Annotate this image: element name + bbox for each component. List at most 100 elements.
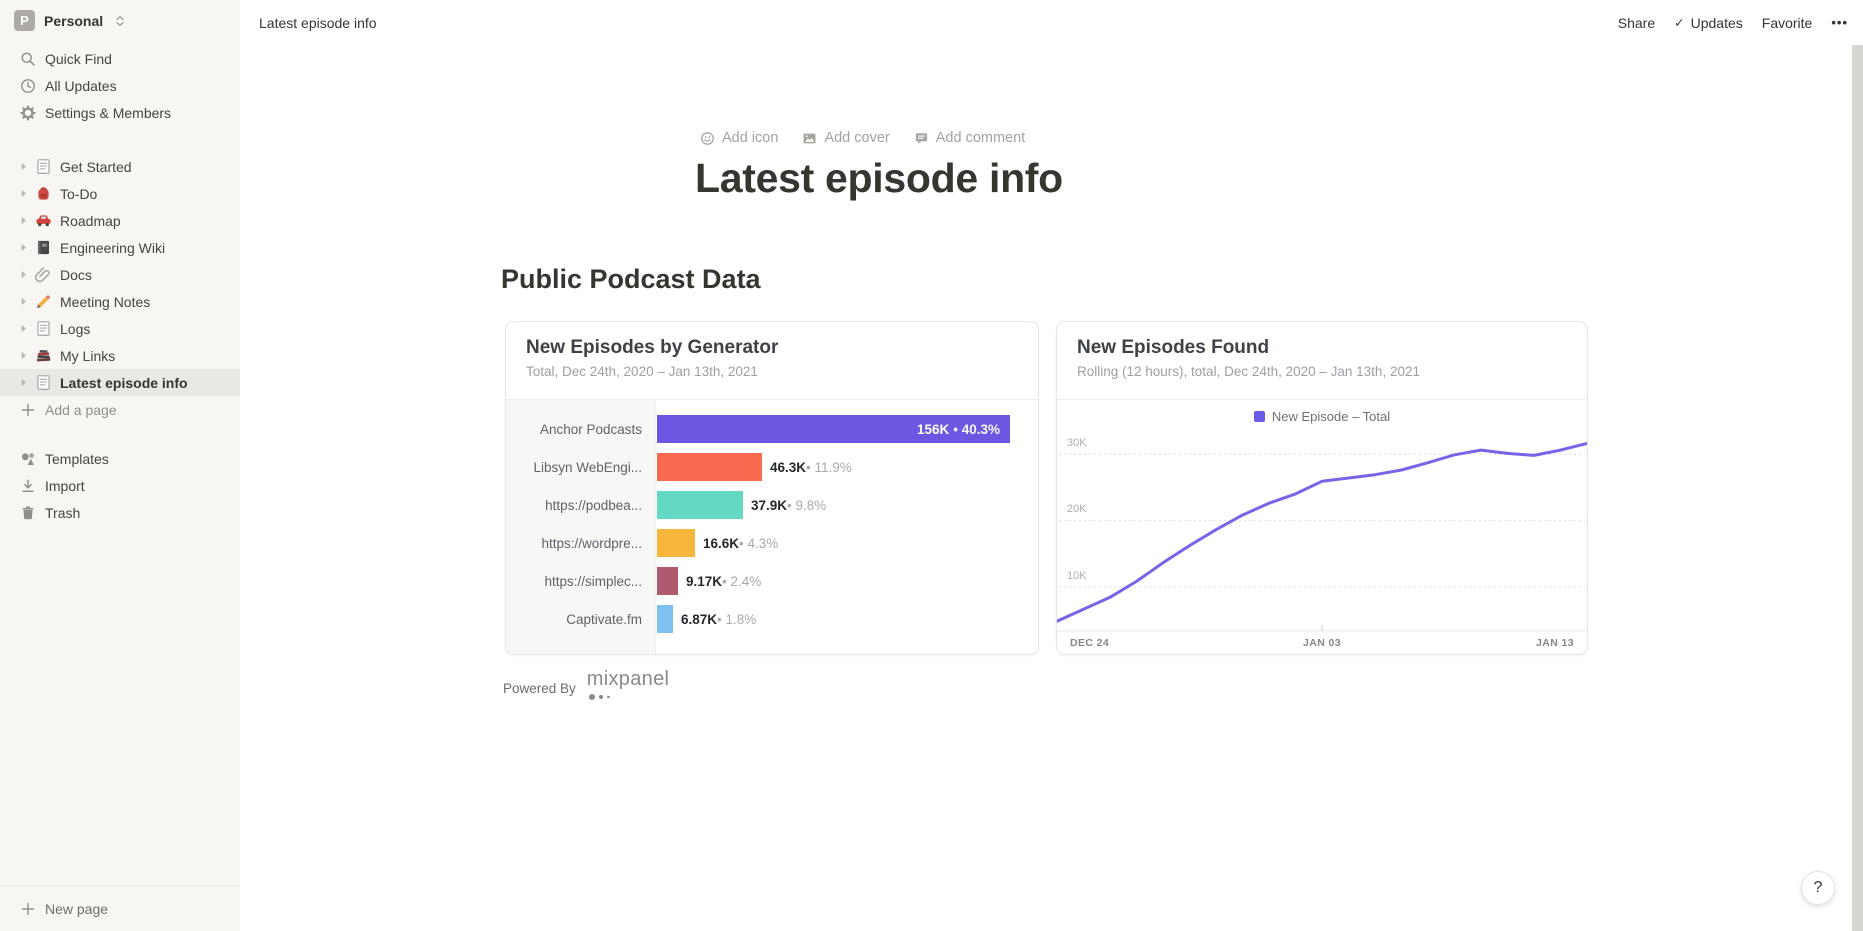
new-page-button[interactable]: New page [0, 885, 240, 931]
expand-caret-icon[interactable] [17, 160, 30, 173]
updates-button[interactable]: ✓ Updates [1674, 15, 1743, 31]
scrollbar[interactable] [1852, 45, 1863, 931]
bar-https-podbea[interactable] [657, 491, 743, 519]
sidebar-item-label: All Updates [45, 77, 117, 94]
bar-anchor-podcasts[interactable]: 156K40.3% [657, 415, 1010, 443]
sidebar-page-my-links[interactable]: My Links [0, 342, 240, 369]
expand-caret-icon[interactable] [17, 376, 30, 389]
bar-row-https-podbea: https://podbea... 37.9K9.8% [506, 486, 1038, 524]
sidebar-page-label: To-Do [60, 185, 98, 202]
sidebar-item-import[interactable]: Import [0, 472, 240, 499]
clock-icon [20, 78, 36, 94]
updates-label: Updates [1690, 14, 1743, 31]
breadcrumb[interactable]: Latest episode info [259, 14, 377, 31]
sidebar-item-trash[interactable]: Trash [0, 499, 240, 526]
sidebar-page-logs[interactable]: Logs [0, 315, 240, 342]
bar-category-label: https://simplec... [544, 573, 642, 589]
bar-percent: 11.9% [806, 460, 852, 475]
expand-caret-icon[interactable] [17, 322, 30, 335]
help-button[interactable]: ? [1801, 871, 1835, 905]
line-chart-svg[interactable] [1057, 400, 1587, 654]
sidebar-item-all-updates[interactable]: All Updates [0, 72, 240, 99]
sidebar-page-meeting-notes[interactable]: Meeting Notes [0, 288, 240, 315]
expand-caret-icon[interactable] [17, 295, 30, 308]
page-icon [35, 158, 52, 175]
gear-icon [20, 105, 36, 121]
line-series[interactable] [1057, 442, 1587, 623]
sidebar-page-to-do[interactable]: To-Do [0, 180, 240, 207]
expand-caret-icon[interactable] [17, 214, 30, 227]
smiley-icon [700, 131, 715, 146]
add-comment-button[interactable]: Add comment [914, 130, 1025, 146]
add-a-page-button[interactable]: Add a page [0, 396, 240, 423]
bar-category-label: https://podbea... [545, 497, 642, 513]
bar-area: 16.6K4.3% [656, 529, 1038, 557]
expand-caret-icon[interactable] [17, 268, 30, 281]
y-axis-tick-label: 30K [1067, 437, 1087, 450]
backpack-icon [35, 185, 52, 202]
sidebar-page-docs[interactable]: Docs [0, 261, 240, 288]
trash-icon [20, 505, 36, 521]
bar-value-label: 156K40.3% [917, 415, 1000, 443]
add-cover-button[interactable]: Add cover [802, 130, 890, 146]
sidebar-item-label: Trash [45, 504, 81, 521]
topbar: Latest episode info Share ✓ Updates Favo… [240, 0, 1863, 45]
powered-by-mixpanel-link[interactable]: Powered By mixpanel [503, 668, 669, 700]
charts-row: New Episodes by Generator Total, Dec 24t… [505, 321, 1588, 655]
sidebar-pages-list: Get Started To-Do Roadmap Engineering Wiki D… [0, 153, 240, 396]
sidebar-page-latest-episode-info[interactable]: Latest episode info [0, 369, 240, 396]
sidebar-item-templates[interactable]: Templates [0, 445, 240, 472]
bar-https-wordpre[interactable] [657, 529, 695, 557]
favorite-button[interactable]: Favorite [1761, 14, 1813, 31]
sidebar-page-get-started[interactable]: Get Started [0, 153, 240, 180]
expand-caret-icon[interactable] [17, 187, 30, 200]
comment-icon [914, 131, 929, 146]
sidebar-page-label: Meeting Notes [60, 293, 151, 310]
sidebar-item-label: Quick Find [45, 50, 112, 67]
workspace-name: Personal [44, 12, 104, 29]
sidebar-page-label: Docs [60, 266, 92, 283]
sidebar-page-label: Logs [60, 320, 91, 337]
page-title[interactable]: Latest episode info [695, 155, 1063, 201]
sidebar-page-label: Roadmap [60, 212, 121, 229]
section-heading[interactable]: Public Podcast Data [501, 264, 761, 294]
expand-caret-icon[interactable] [17, 349, 30, 362]
x-axis-tick-label: JAN 13 [1535, 637, 1574, 649]
add-cover-label: Add cover [824, 130, 890, 146]
paperclip-icon [35, 266, 52, 283]
share-button[interactable]: Share [1617, 14, 1656, 31]
x-axis-tick-label: DEC 24 [1070, 637, 1110, 649]
line-chart-card: New Episodes Found Rolling (12 hours), t… [1056, 321, 1588, 655]
page-icon [35, 374, 52, 391]
bar-chart-title: New Episodes by Generator [526, 337, 779, 358]
bar-https-simplec[interactable] [657, 567, 678, 595]
main-content: Latest episode info Share ✓ Updates Favo… [240, 0, 1863, 931]
bar-libsyn-webengi[interactable] [657, 453, 762, 481]
sidebar-page-label: Latest episode info [60, 374, 188, 391]
bar-value: 6.87K [681, 611, 718, 627]
line-chart-subtitle: Rolling (12 hours), total, Dec 24th, 202… [1077, 364, 1420, 379]
powered-by-label: Powered By [503, 681, 576, 696]
expand-caret-icon[interactable] [17, 241, 30, 254]
sidebar-item-quick-find[interactable]: Quick Find [0, 45, 240, 72]
legend-item[interactable]: New Episode – Total [1057, 409, 1587, 424]
bar-row-libsyn-webengi: Libsyn WebEngi... 46.3K11.9% [506, 448, 1038, 486]
sidebar: P Personal Quick Find All Updates Settings… [0, 0, 240, 931]
bar-chart-header: New Episodes by Generator Total, Dec 24t… [506, 322, 1038, 400]
y-axis-tick-label: 20K [1067, 503, 1087, 516]
legend-label: New Episode – Total [1271, 409, 1391, 424]
notebook-icon [35, 239, 52, 256]
workspace-switcher[interactable]: P Personal [0, 0, 240, 39]
bar-value: 156K [916, 421, 950, 437]
bar-category-label: https://wordpre... [541, 535, 642, 551]
bar-captivate-fm[interactable] [657, 605, 673, 633]
sidebar-item-settings-members[interactable]: Settings & Members [0, 99, 240, 126]
bar-area: 37.9K9.8% [656, 491, 1038, 519]
sidebar-page-engineering-wiki[interactable]: Engineering Wiki [0, 234, 240, 261]
import-icon [20, 478, 36, 494]
add-icon-button[interactable]: Add icon [700, 130, 778, 146]
sidebar-page-roadmap[interactable]: Roadmap [0, 207, 240, 234]
more-menu-icon[interactable]: ••• [1831, 15, 1848, 30]
add-comment-label: Add comment [935, 130, 1026, 146]
bar-area: 156K40.3% [656, 415, 1038, 443]
